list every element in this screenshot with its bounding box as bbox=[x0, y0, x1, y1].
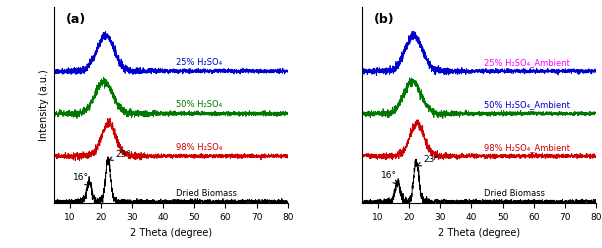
Text: 25% H₂SO₄: 25% H₂SO₄ bbox=[176, 58, 222, 67]
Text: 25% H₂SO₄_Ambient: 25% H₂SO₄_Ambient bbox=[484, 58, 569, 67]
Text: (a): (a) bbox=[66, 13, 86, 26]
Text: Dried Biomass: Dried Biomass bbox=[484, 189, 545, 198]
Text: 50% H₂SO₄_Ambient: 50% H₂SO₄_Ambient bbox=[484, 100, 569, 109]
Text: (b): (b) bbox=[374, 13, 395, 26]
Text: 23°: 23° bbox=[109, 150, 131, 160]
Text: 16°: 16° bbox=[73, 173, 88, 186]
Text: Dried Biomass: Dried Biomass bbox=[176, 189, 237, 198]
Text: 16°: 16° bbox=[381, 171, 397, 184]
Text: 23°: 23° bbox=[417, 155, 439, 166]
Text: 98% H₂SO₄_Ambient: 98% H₂SO₄_Ambient bbox=[484, 143, 570, 152]
Y-axis label: Intensity (a.u.): Intensity (a.u.) bbox=[39, 69, 49, 141]
X-axis label: 2 Theta (degree): 2 Theta (degree) bbox=[130, 228, 212, 238]
Text: 98% H₂SO₄: 98% H₂SO₄ bbox=[176, 143, 222, 152]
Text: 50% H₂SO₄: 50% H₂SO₄ bbox=[176, 100, 222, 109]
X-axis label: 2 Theta (degree): 2 Theta (degree) bbox=[438, 228, 520, 238]
